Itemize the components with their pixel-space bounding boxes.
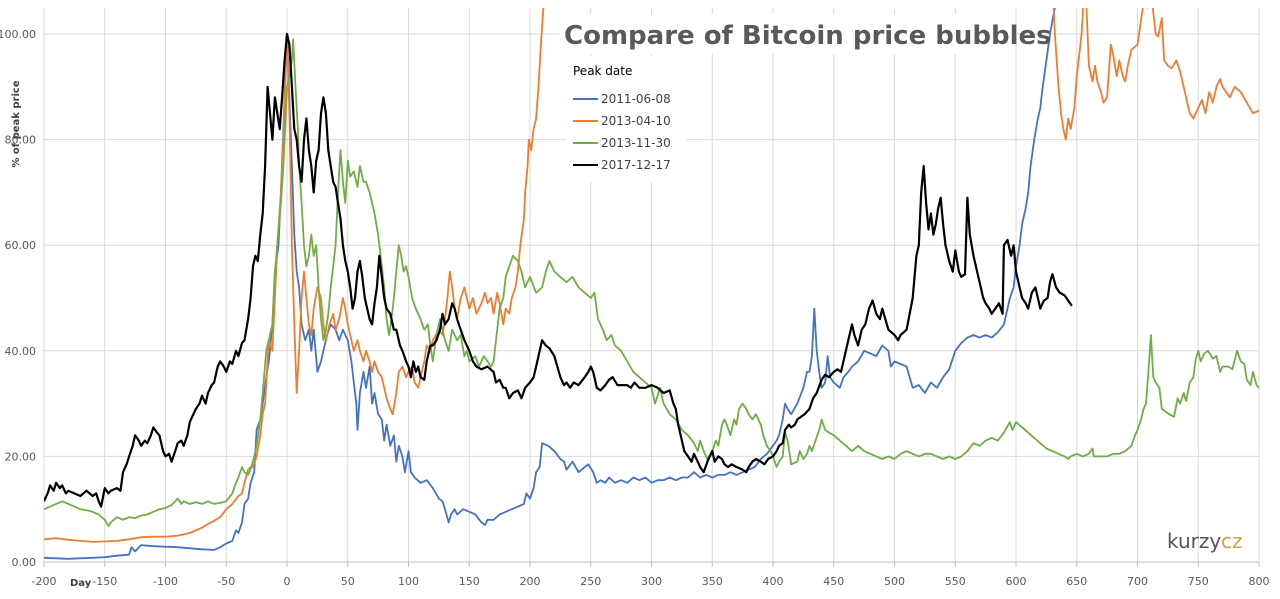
series-line-2017-12-17 <box>44 32 1073 508</box>
y-tick-label: 100.00 <box>0 28 36 41</box>
legend-label: 2017-12-17 <box>601 158 671 172</box>
logo-text-kurzy: kurzy <box>1167 529 1221 553</box>
x-tick-label: 400 <box>763 575 784 588</box>
legend-label: 2013-11-30 <box>601 136 671 150</box>
x-tick-label: -50 <box>217 575 235 588</box>
chart-title: Compare of Bitcoin price bubbles <box>564 21 1052 51</box>
legend-label: 2013-04-10 <box>601 114 671 128</box>
x-tick-label: 500 <box>884 575 905 588</box>
x-tick-label: 700 <box>1127 575 1148 588</box>
x-tick-label: 350 <box>702 575 723 588</box>
x-axis-title: Day <box>70 578 92 589</box>
x-tick-label: -150 <box>92 575 117 588</box>
legend-title: Peak date <box>573 64 632 78</box>
series-line-2013-11-30 <box>44 38 1259 527</box>
y-axis-title: % of peak price <box>11 80 22 167</box>
x-tick-label: 750 <box>1188 575 1209 588</box>
x-tick-label: 550 <box>945 575 966 588</box>
y-tick-label: 60.00 <box>5 239 37 252</box>
y-tick-label: 20.00 <box>5 450 37 463</box>
legend-background <box>566 56 686 182</box>
logo-text-cz: cz <box>1221 529 1243 553</box>
x-tick-label: -200 <box>32 575 57 588</box>
x-tick-label: 450 <box>823 575 844 588</box>
kurzycz-logo: kurzy cz <box>1167 529 1243 553</box>
series-line-2013-04-10 <box>44 8 1259 543</box>
y-tick-label: 80.00 <box>5 134 37 147</box>
x-tick-label: 200 <box>520 575 541 588</box>
x-tick-label: 250 <box>580 575 601 588</box>
y-tick-label: 40.00 <box>5 345 37 358</box>
legend: Peak date 2011-06-08 2013-04-10 2013-11-30… <box>566 56 686 182</box>
series-lines <box>44 8 1259 560</box>
x-tick-label: 100 <box>398 575 419 588</box>
title-background <box>560 14 1012 54</box>
x-tick-label: 150 <box>459 575 480 588</box>
x-tick-label: -100 <box>153 575 178 588</box>
x-tick-label: 600 <box>1006 575 1027 588</box>
legend-label: 2011-06-08 <box>601 92 671 106</box>
x-tick-label: 50 <box>341 575 355 588</box>
x-tick-label: 300 <box>641 575 662 588</box>
x-tick-label: 650 <box>1066 575 1087 588</box>
x-tick-label: 0 <box>284 575 291 588</box>
y-axis-ticks: 0.00 20.00 40.00 60.00 80.00 100.00 <box>0 28 36 569</box>
y-tick-label: 0.00 <box>12 556 37 569</box>
x-axis-ticks: -200 -150 -100 -50 0 50 100 150 200 250 300 350 400 4… <box>32 562 1270 588</box>
x-tick-label: 800 <box>1249 575 1270 588</box>
